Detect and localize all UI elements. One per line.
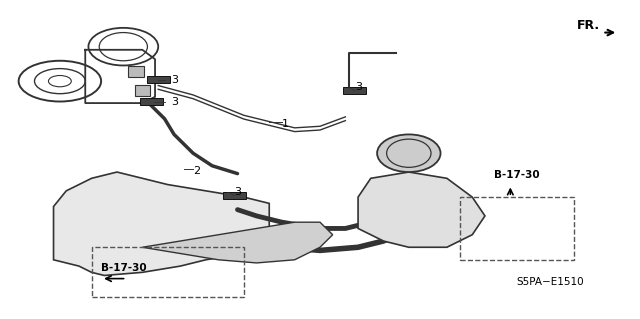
Bar (129, 66, 143, 78)
Text: 3: 3 (234, 187, 241, 197)
Bar (140, 98, 163, 105)
Ellipse shape (377, 134, 440, 172)
Bar (344, 87, 366, 94)
Polygon shape (54, 172, 269, 276)
Text: B-17-30: B-17-30 (495, 170, 540, 180)
Text: FR.: FR. (577, 19, 600, 33)
Polygon shape (358, 172, 485, 247)
Bar (135, 85, 150, 96)
Text: 3: 3 (171, 75, 178, 85)
Text: 3: 3 (171, 97, 178, 107)
Bar (147, 76, 170, 83)
Text: 2: 2 (193, 166, 200, 175)
Text: B-17-30: B-17-30 (101, 263, 147, 273)
Text: 1: 1 (282, 119, 289, 129)
Text: S5PA−E1510: S5PA−E1510 (516, 277, 584, 287)
Bar (223, 192, 246, 199)
Text: 3: 3 (355, 82, 362, 93)
Polygon shape (142, 222, 333, 263)
